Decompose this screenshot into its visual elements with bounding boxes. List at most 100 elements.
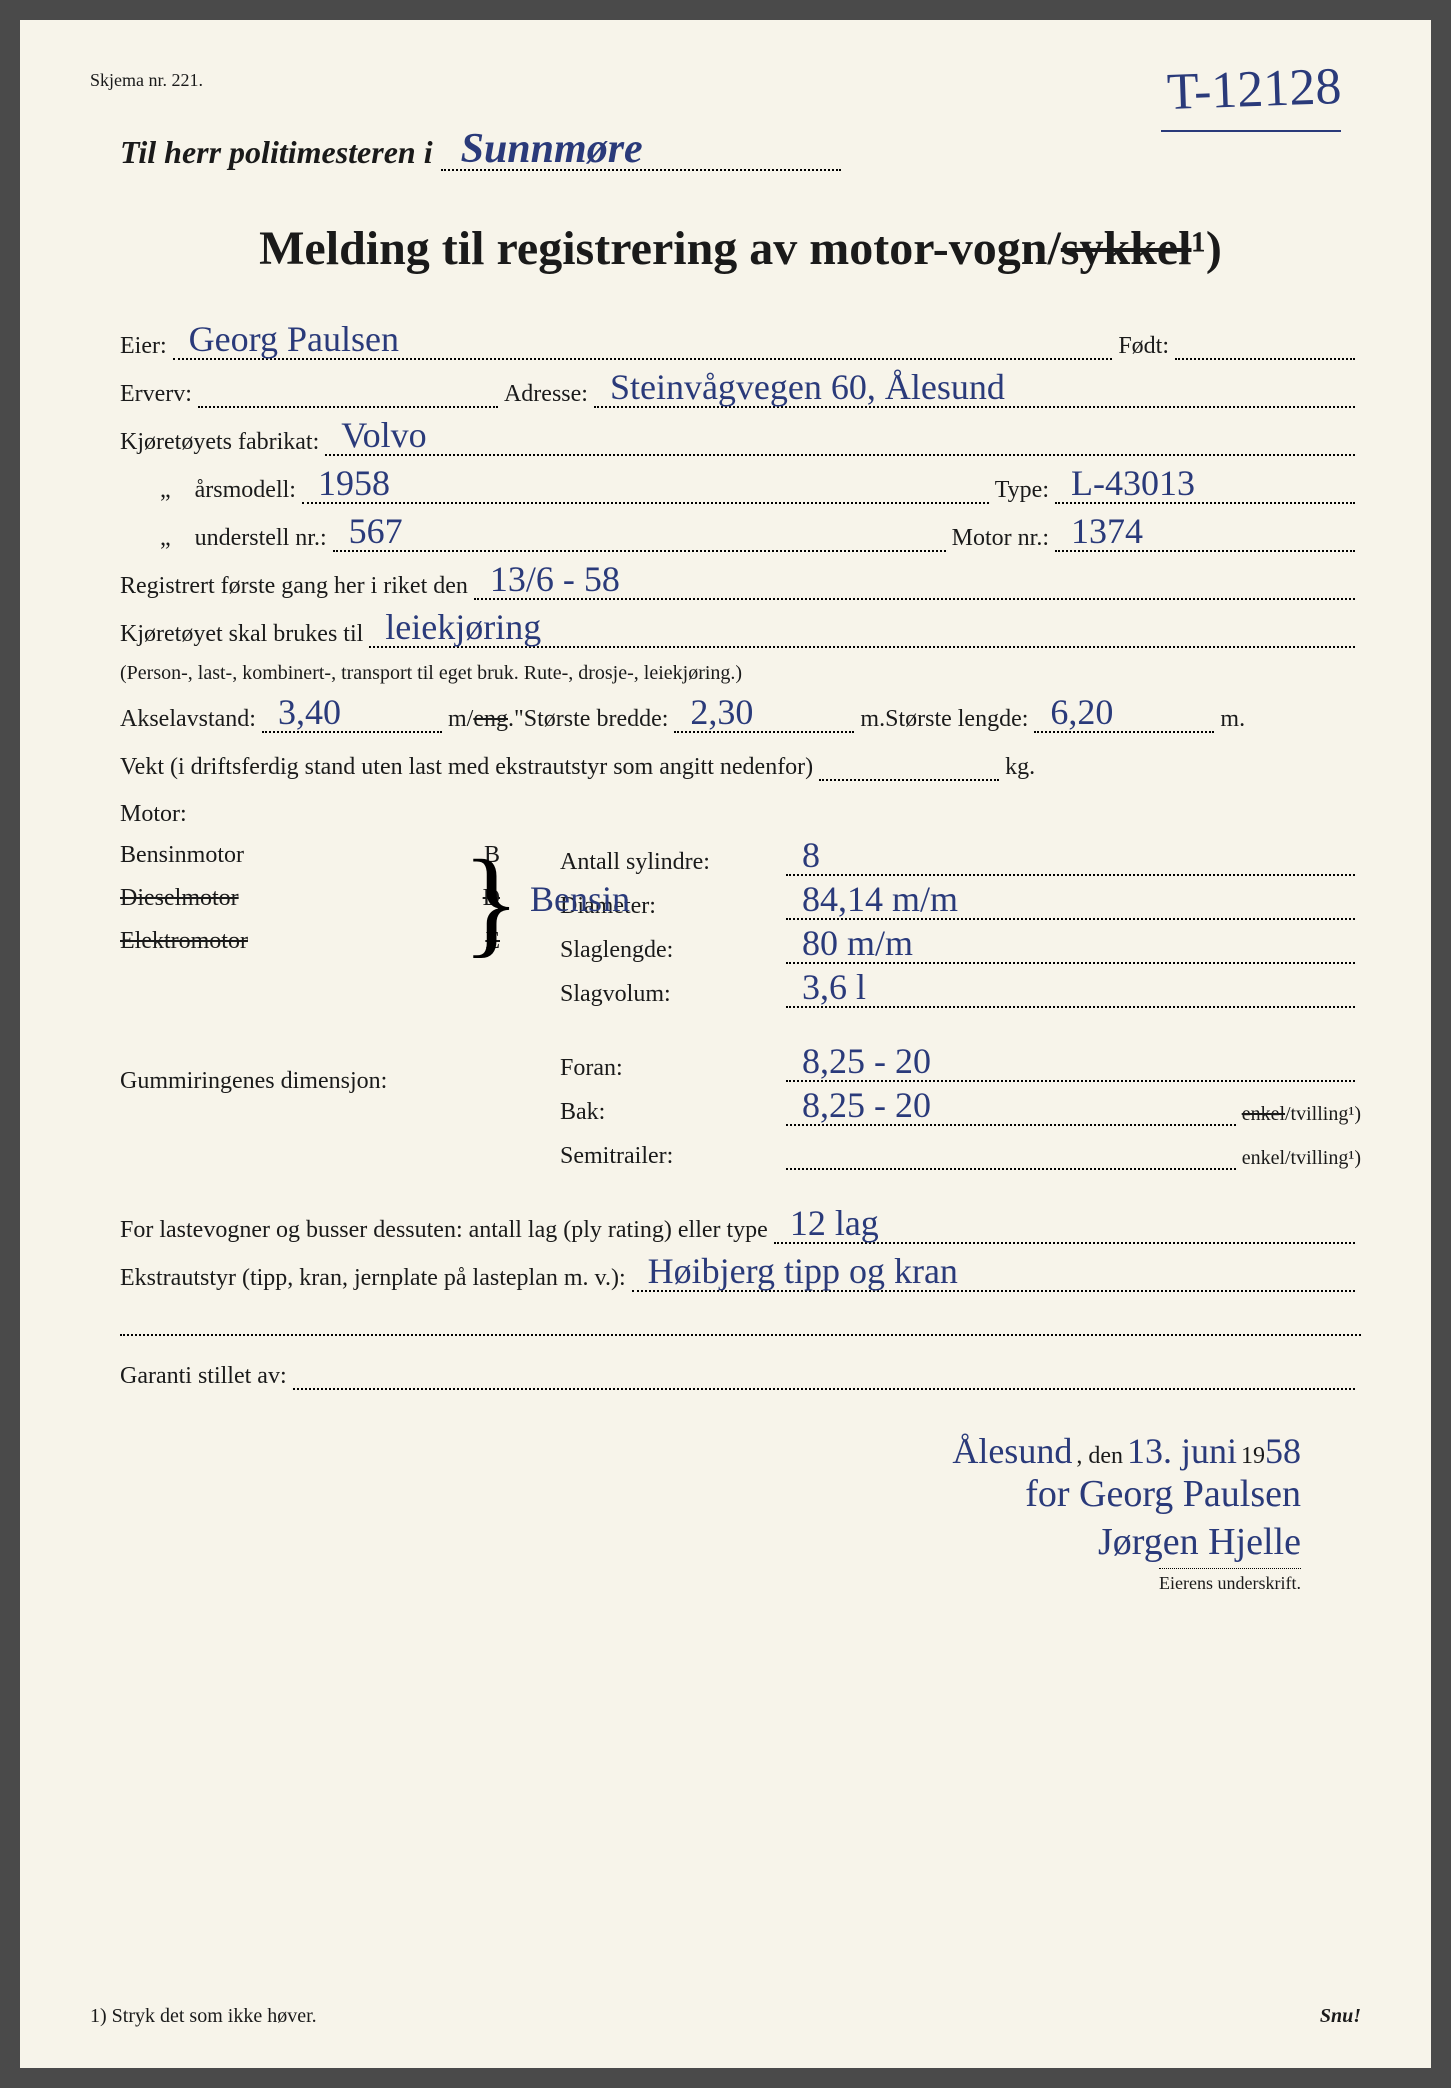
- sig-den: , den: [1076, 1443, 1123, 1469]
- type-value: L-43013: [1071, 462, 1195, 504]
- bredde-value: 2,30: [690, 691, 753, 733]
- vekt-fill: [819, 747, 999, 781]
- fabrikat-row: Kjøretøyets fabrikat: Volvo: [120, 422, 1361, 456]
- slagvolum-row: Slagvolum: 3,6 l: [560, 974, 1361, 1008]
- signature-block: Ålesund , den 13. juni 1958 for Georg Pa…: [120, 1430, 1361, 1594]
- addressee-value: Sunnmøre: [461, 125, 643, 173]
- bak-suffix-rest: /tvilling¹): [1285, 1103, 1361, 1125]
- elektro-row: Elektromotor E: [120, 928, 500, 955]
- understell-label: understell nr.:: [195, 525, 327, 552]
- diesel-label: Dieselmotor: [120, 885, 239, 912]
- ply-value: 12 lag: [790, 1202, 879, 1244]
- motornr-value: 1374: [1071, 510, 1143, 552]
- bak-fill: 8,25 - 20: [786, 1092, 1236, 1126]
- sig-signed: Jørgen Hjelle: [120, 1520, 1301, 1564]
- brukes-fill: leiekjøring: [369, 614, 1355, 648]
- ekstra-value: Høibjerg tipp og kran: [648, 1250, 958, 1292]
- aksel-value: 3,40: [278, 691, 341, 733]
- motor-section: Motor:: [120, 801, 1361, 828]
- bredde-fill: 2,30: [674, 699, 854, 733]
- form-title: Melding til registrering av motor-vogn/s…: [120, 221, 1361, 276]
- lengde-value: 6,20: [1050, 691, 1113, 733]
- addressee-label: Til herr politimesteren i: [120, 134, 433, 170]
- bensin-row: Bensinmotor B: [120, 842, 500, 869]
- ditto1: „: [160, 477, 195, 504]
- addressee-fill: Sunnmøre: [441, 131, 841, 171]
- fodt-label: Født:: [1118, 333, 1169, 360]
- adresse-fill: Steinvågvegen 60, Ålesund: [594, 374, 1355, 408]
- fabrikat-fill: Volvo: [325, 422, 1355, 456]
- diameter-value: 84,14 m/m: [802, 878, 958, 920]
- semi-fill: [786, 1136, 1236, 1170]
- brukes-subtext: (Person-, last-, kombinert-, transport t…: [120, 662, 1361, 685]
- registration-underline: [1161, 130, 1341, 132]
- ekstra-fill: Høibjerg tipp og kran: [632, 1258, 1355, 1292]
- diesel-row: Dieselmotor D: [120, 885, 500, 912]
- semi-label: Semitrailer:: [560, 1143, 780, 1170]
- snu: Snu!: [1320, 2005, 1361, 2028]
- understell-fill: 567: [333, 518, 946, 552]
- registrert-value: 13/6 - 58: [490, 558, 620, 600]
- diameter-row: Diameter: 84,14 m/m: [560, 886, 1361, 920]
- sig-year: 58: [1265, 1431, 1301, 1471]
- erverv-label: Erverv:: [120, 381, 192, 408]
- ekstra-row: Ekstrautstyr (tipp, kran, jernplate på l…: [120, 1258, 1361, 1292]
- bak-suffix: enkel/tvilling¹): [1242, 1103, 1361, 1126]
- title-struck: sykkel: [1061, 222, 1192, 275]
- slaglengde-label: Slaglengde:: [560, 937, 780, 964]
- sig-place: Ålesund: [952, 1431, 1072, 1471]
- semi-row: Semitrailer: enkel/tvilling¹): [560, 1136, 1361, 1170]
- brukes-row: Kjøretøyet skal brukes til leiekjøring: [120, 614, 1361, 648]
- erverv-row: Erverv: Adresse: Steinvågvegen 60, Ålesu…: [120, 374, 1361, 408]
- form-content: Til herr politimesteren i Sunnmøre Meldi…: [90, 131, 1361, 1594]
- brace-icon: }: [462, 842, 520, 962]
- fabrikat-label: Kjøretøyets fabrikat:: [120, 429, 319, 456]
- understell-row: „ understell nr.: 567 Motor nr.: 1374: [120, 518, 1361, 552]
- arsmodell-fill: 1958: [302, 470, 989, 504]
- blank-line: [120, 1306, 1361, 1336]
- sylindre-row: Antall sylindre: 8: [560, 842, 1361, 876]
- dims-row: Akselavstand: 3,40 m/eng." Største bredd…: [120, 699, 1361, 733]
- ply-row: For lastevogner og busser dessuten: anta…: [120, 1210, 1361, 1244]
- motor-selected: Bensin: [530, 878, 630, 920]
- foran-value: 8,25 - 20: [802, 1040, 931, 1082]
- lengde-label: Største lengde:: [885, 706, 1028, 733]
- slaglengde-row: Slaglengde: 80 m/m: [560, 930, 1361, 964]
- sig-date-line: Ålesund , den 13. juni 1958: [120, 1430, 1301, 1472]
- vekt-label: Vekt (i driftsferdig stand uten last med…: [120, 754, 813, 781]
- foran-fill: 8,25 - 20: [786, 1048, 1355, 1082]
- lengde-fill: 6,20: [1034, 699, 1214, 733]
- registrert-fill: 13/6 - 58: [474, 566, 1355, 600]
- motor-types: Bensinmotor B Dieselmotor D Elektromotor…: [120, 842, 500, 1018]
- tires-specs: Foran: 8,25 - 20 Bak: 8,25 - 20 enkel/tv…: [560, 1048, 1361, 1180]
- understell-value: 567: [349, 510, 403, 552]
- footnote: 1) Stryk det som ikke høver.: [90, 2005, 317, 2028]
- slagvolum-fill: 3,6 l: [786, 974, 1355, 1008]
- form-page: Skjema nr. 221. T-12128 Til herr politim…: [20, 20, 1431, 2068]
- bak-value: 8,25 - 20: [802, 1084, 931, 1126]
- semi-suffix: enkel/tvilling¹): [1242, 1147, 1361, 1170]
- eier-fill: Georg Paulsen: [173, 326, 1113, 360]
- fodt-fill: [1175, 326, 1355, 360]
- brukes-value: leiekjøring: [385, 606, 541, 648]
- footer: 1) Stryk det som ikke høver. Snu!: [90, 2005, 1361, 2028]
- sylindre-value: 8: [802, 834, 820, 876]
- motornr-label: Motor nr.:: [952, 525, 1049, 552]
- slagvolum-label: Slagvolum:: [560, 981, 780, 1008]
- arsmodell-row: „ årsmodell: 1958 Type: L-43013: [120, 470, 1361, 504]
- bredde-label: Største bredde:: [524, 706, 669, 733]
- registration-number-handwritten: T-12128: [1166, 57, 1342, 122]
- bak-label: Bak:: [560, 1099, 780, 1126]
- slaglengde-fill: 80 m/m: [786, 930, 1355, 964]
- adresse-value: Steinvågvegen 60, Ålesund: [610, 366, 1005, 408]
- ply-fill: 12 lag: [774, 1210, 1355, 1244]
- sylindre-fill: 8: [786, 842, 1355, 876]
- sig-date: 13. juni: [1127, 1431, 1237, 1471]
- slaglengde-value: 80 m/m: [802, 922, 913, 964]
- garanti-fill: [293, 1356, 1355, 1390]
- unit-m-eng: m/eng.": [448, 706, 524, 733]
- sig-for-line: for Georg Paulsen: [120, 1472, 1301, 1516]
- addressee-line: Til herr politimesteren i Sunnmøre: [120, 131, 1361, 171]
- ekstra-label: Ekstrautstyr (tipp, kran, jernplate på l…: [120, 1265, 626, 1292]
- registrert-row: Registrert første gang her i riket den 1…: [120, 566, 1361, 600]
